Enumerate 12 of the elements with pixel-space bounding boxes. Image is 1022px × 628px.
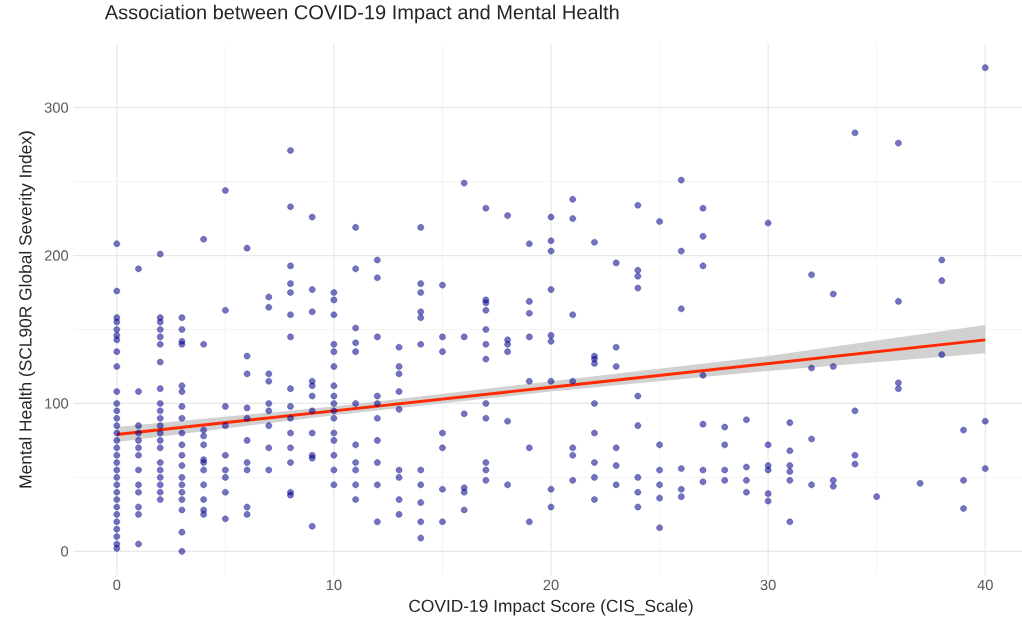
x-tick-label: 0 <box>113 579 121 590</box>
x-tick-label: 10 <box>326 579 342 590</box>
x-axis-title: COVID-19 Impact Score (CIS_Scale) <box>409 599 693 616</box>
y-tick-label: 100 <box>45 398 69 409</box>
x-tick-label: 40 <box>977 579 993 590</box>
y-tick-label: 300 <box>44 102 69 113</box>
x-tick-label: 20 <box>543 579 559 590</box>
y-tick-label: 200 <box>44 250 69 261</box>
x-tick-label: 30 <box>760 579 776 590</box>
y-axis-title: Mental Health (SCL90R Global Severity Index) <box>18 131 36 488</box>
y-tick-label: 0 <box>61 545 69 557</box>
chart-title: Association between COVID-19 Impact and Mental Health <box>104 4 619 24</box>
